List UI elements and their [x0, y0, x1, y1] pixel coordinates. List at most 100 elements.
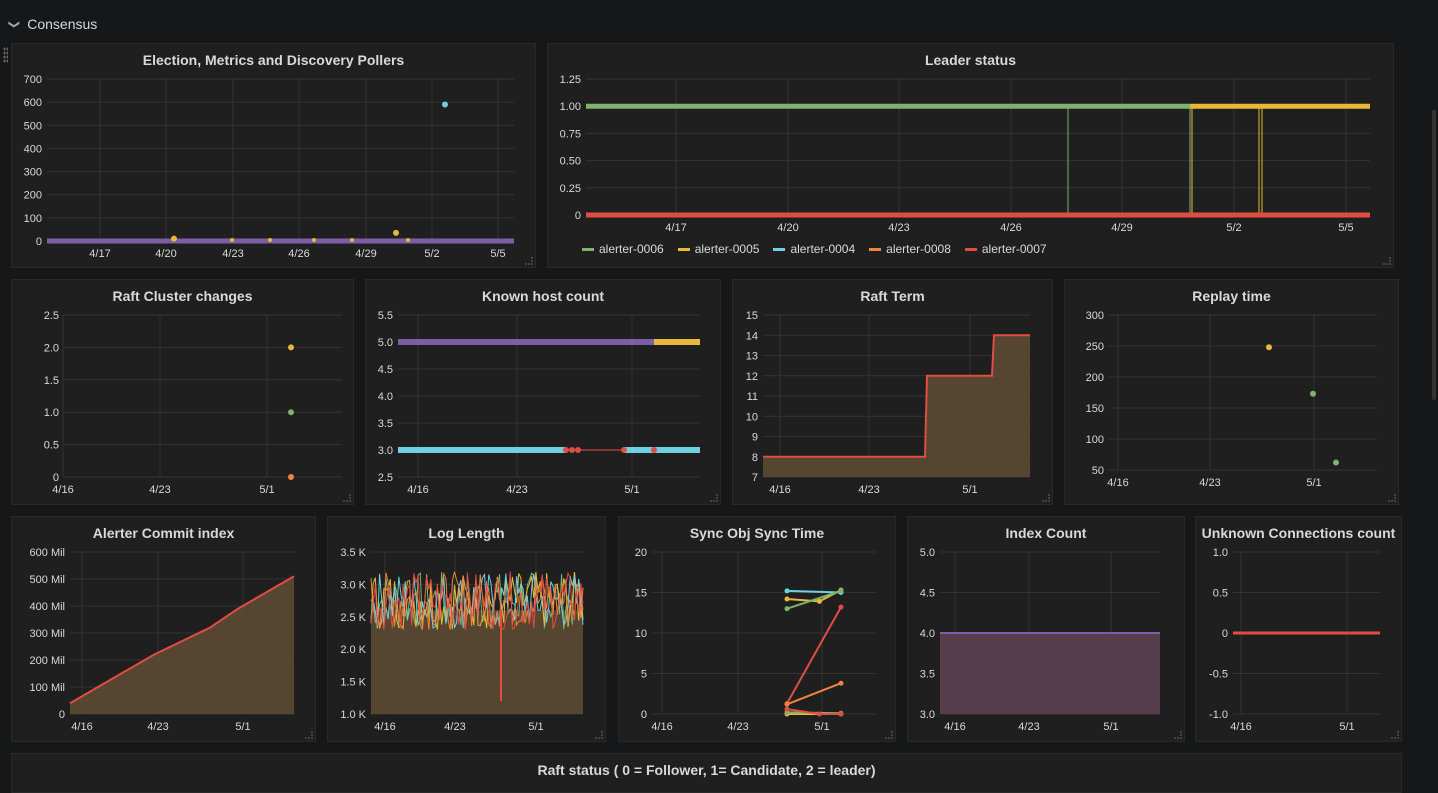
panel-unknown-connections[interactable]: Unknown Connections count -1.0 -0.5 0 0.5 1.… [1195, 516, 1402, 742]
y-tick-label: 5.0 [378, 337, 393, 349]
row-title: Consensus [27, 16, 98, 32]
panel-title[interactable]: Alerter Commit index [92, 525, 235, 541]
panel-title[interactable]: Known host count [481, 288, 605, 304]
y-tick-label: 4.5 [920, 588, 935, 600]
y-tick-label: 0 [575, 210, 581, 222]
x-tick-label: 5/1 [814, 721, 829, 733]
panel-title[interactable]: Election, Metrics and Discovery Pollers [142, 52, 405, 68]
panel-title[interactable]: Leader status [924, 52, 1017, 68]
legend-swatch [773, 247, 786, 251]
y-tick-label: 1.25 [560, 74, 581, 86]
y-tick-label: 100 [24, 213, 42, 225]
resize-handle-icon[interactable] [1388, 494, 1396, 502]
x-tick-label: 4/23 [147, 721, 168, 733]
panel-known-host-count[interactable]: Known host count 2.5 3.0 3.5 4.0 4.5 5.0 5.5 4/… [365, 279, 721, 505]
x-tick-label: 4/16 [651, 721, 672, 733]
y-tick-label: 12 [746, 371, 758, 383]
data-point [563, 447, 569, 453]
drag-handle-icon[interactable] [3, 47, 8, 63]
y-tick-label: 15 [635, 588, 647, 600]
y-tick-label: 100 [1086, 434, 1104, 446]
y-tick-label: 200 [1086, 372, 1104, 384]
data-point [312, 238, 316, 242]
y-tick-label: 8 [752, 452, 758, 464]
y-tick-label: 250 [1086, 341, 1104, 353]
y-tick-label: 50 [1092, 465, 1104, 477]
panel-title[interactable]: Log Length [428, 525, 505, 541]
y-tick-label: 300 [1086, 310, 1104, 322]
panel-title[interactable]: Index Count [1005, 525, 1087, 541]
resize-handle-icon[interactable] [885, 731, 893, 739]
page-scrollbar[interactable] [1432, 110, 1436, 400]
y-tick-label: 1.0 [44, 407, 59, 419]
resize-handle-icon[interactable] [710, 494, 718, 502]
y-tick-label: 13 [746, 351, 758, 363]
panel-log-length[interactable]: Log Length 1.0 K 1.5 K 2.0 K 2.5 K 3.0 K 3.5 … [327, 516, 606, 742]
panel-title[interactable]: Raft Cluster changes [112, 288, 253, 304]
x-tick-label: 4/23 [444, 721, 465, 733]
data-point [816, 598, 822, 604]
panel-title[interactable]: Sync Obj Sync Time [689, 525, 825, 541]
panel-replay-time[interactable]: Replay time 50 100 150 200 250 300 4/16 4/23 5/1 [1064, 279, 1399, 505]
resize-handle-icon[interactable] [1042, 494, 1050, 502]
data-point [784, 701, 790, 707]
x-tick-label: 5/5 [1338, 222, 1353, 234]
panel-index-count[interactable]: Index Count 3.0 3.5 4.0 4.5 5.0 4/16 4/23 5/1 [907, 516, 1185, 742]
resize-handle-icon[interactable] [1383, 257, 1391, 265]
panel-title[interactable]: Replay time [1192, 288, 1271, 304]
legend-item[interactable]: alerter-0008 [869, 242, 951, 256]
x-tick-label: 5/1 [259, 484, 274, 496]
x-tick-label: 5/1 [1339, 721, 1354, 733]
resize-handle-icon[interactable] [525, 257, 533, 265]
data-point [784, 706, 790, 712]
panel-title[interactable]: Raft Term [860, 288, 925, 304]
panel-raft-term[interactable]: Raft Term 7 8 9 10 11 12 13 14 15 4/16 4/23 5/1 [732, 279, 1053, 505]
x-tick-label: 4/26 [288, 248, 309, 260]
data-point [406, 238, 410, 242]
resize-handle-icon[interactable] [343, 494, 351, 502]
y-tick-label: 3.5 [378, 418, 393, 430]
legend-item[interactable]: alerter-0005 [677, 242, 759, 256]
panel-title[interactable]: Unknown Connections count [1201, 525, 1396, 541]
panel-alerter-commit-index[interactable]: Alerter Commit index 0 100 Mil 200 Mil 300 … [11, 516, 316, 742]
panel-sync-obj-sync-time[interactable]: Sync Obj Sync Time 0 5 10 15 20 4/16 4/23 5/1 [618, 516, 896, 742]
legend-item[interactable]: alerter-0006 [582, 242, 664, 256]
y-tick-label: 4.5 [378, 364, 393, 376]
data-point [838, 604, 844, 610]
data-point [171, 235, 177, 242]
y-tick-label: 9 [752, 432, 758, 444]
legend-swatch [869, 247, 882, 251]
y-tick-label: 200 Mil [30, 655, 65, 667]
panel-election-pollers[interactable]: Election, Metrics and Discovery Pollers … [11, 43, 536, 268]
resize-handle-icon[interactable] [1174, 731, 1182, 739]
resize-handle-icon[interactable] [595, 731, 603, 739]
y-tick-label: 4.0 [378, 391, 393, 403]
legend-item[interactable]: alerter-0007 [964, 242, 1047, 256]
panel-raft-cluster-changes[interactable]: Raft Cluster changes 0 0.5 1.0 1.5 2.0 2.5 4/1… [11, 279, 354, 505]
series-line [786, 589, 842, 610]
legend-item[interactable]: alerter-0004 [773, 242, 855, 256]
data-point [784, 596, 790, 602]
x-tick-label: 4/16 [407, 484, 428, 496]
y-tick-label: 1.5 [44, 375, 59, 387]
y-tick-label: 400 Mil [30, 601, 65, 613]
index-count-chart: 3.0 3.5 4.0 4.5 5.0 4/16 4/23 5/1 [920, 547, 1160, 733]
x-tick-label: 5/1 [962, 484, 977, 496]
series-line [370, 571, 584, 630]
resize-handle-icon[interactable] [305, 731, 313, 739]
y-tick-label: 1.00 [560, 101, 581, 113]
y-tick-label: 0.25 [560, 183, 581, 195]
legend-label: alerter-0004 [790, 242, 856, 256]
panel-raft-status[interactable]: Raft status ( 0 = Follower, 1= Candidate… [11, 753, 1402, 793]
raft-term-chart: 7 8 9 10 11 12 13 14 15 4/16 4/23 5/1 [746, 310, 1030, 496]
y-tick-label: 200 [24, 190, 42, 202]
y-tick-label: 11 [747, 391, 758, 403]
row-collapse-toggle[interactable]: ❯ Consensus [8, 12, 98, 36]
commit-chart: 0 100 Mil 200 Mil 300 Mil 400 Mil 500 Mil 600 … [30, 547, 295, 733]
resize-handle-icon[interactable] [1391, 731, 1399, 739]
panel-title[interactable]: Raft status ( 0 = Follower, 1= Candidate… [537, 762, 876, 778]
y-tick-label: 500 [24, 120, 42, 132]
y-tick-label: 2.5 [44, 310, 59, 322]
sync-obj-chart: 0 5 10 15 20 4/16 4/23 5/1 [635, 547, 876, 733]
panel-leader-status[interactable]: Leader status 0 0.25 0.50 0.75 1.00 1.25 4/17 4… [547, 43, 1394, 268]
